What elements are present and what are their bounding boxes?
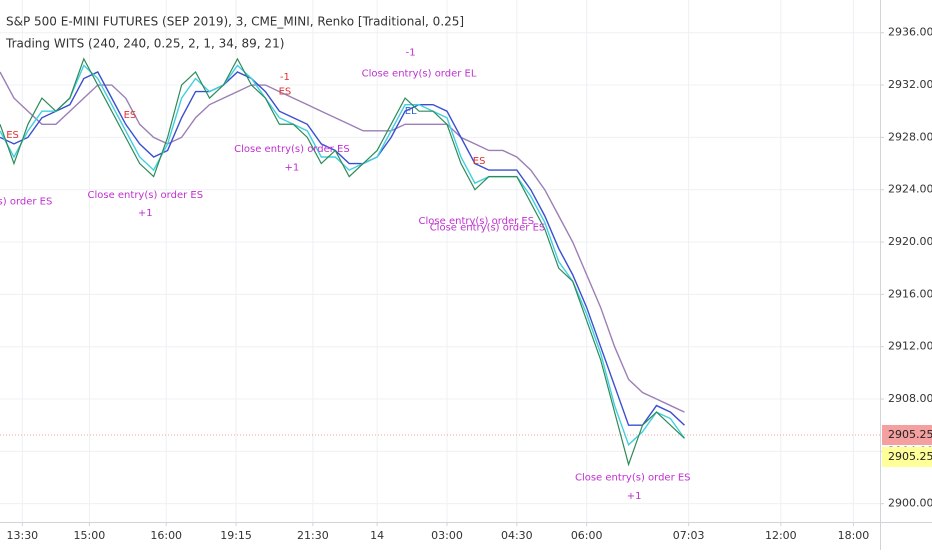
- signal-label: Close entry(s) order EL: [362, 68, 477, 79]
- y-tick-label: 2908.00: [888, 392, 932, 405]
- signal-label: ES: [473, 156, 486, 167]
- signal-label: entry(s) order ES: [0, 196, 52, 207]
- signal-label: EL: [405, 106, 417, 117]
- x-tick-label: 03:00: [431, 529, 463, 542]
- price-label-box: [882, 447, 932, 467]
- x-tick-label: 13:30: [6, 529, 38, 542]
- x-tick-label: 04:30: [501, 529, 533, 542]
- signal-label: ES: [124, 110, 137, 121]
- signal-label: ES: [279, 87, 292, 98]
- price-line: [0, 57, 685, 467]
- x-tick-label: 06:00: [571, 529, 603, 542]
- signal-label: +1: [285, 162, 300, 173]
- signal-label: +1: [627, 491, 642, 502]
- y-tick-label: 2912.00: [888, 340, 932, 353]
- y-tick-label: 2936.00: [888, 26, 932, 39]
- price-line: [0, 71, 685, 413]
- y-tick-label: 2924.00: [888, 183, 932, 196]
- price-label: 2905.25: [888, 450, 932, 463]
- chart-title: S&P 500 E-MINI FUTURES (SEP 2019), 3, CM…: [6, 15, 464, 29]
- signal-label: Close entry(s) order ES: [575, 473, 691, 484]
- y-tick-label: 2932.00: [888, 78, 932, 91]
- x-tick-label: 18:00: [838, 529, 870, 542]
- signal-label: ES: [6, 130, 19, 141]
- y-tick-label: 2916.00: [888, 287, 932, 300]
- price-label-box: [882, 425, 932, 445]
- price-line: [0, 71, 685, 426]
- x-tick-label: 19:15: [220, 529, 252, 542]
- y-tick-label: 2900.00: [888, 497, 932, 510]
- x-tick-label: 21:30: [297, 529, 329, 542]
- signal-label: -1: [280, 72, 290, 83]
- grid: [0, 0, 880, 522]
- x-tick-label: 12:00: [765, 529, 797, 542]
- x-tick-label: 07:03: [673, 529, 705, 542]
- x-tick-label: 14: [370, 529, 384, 542]
- y-tick-label: 2928.00: [888, 130, 932, 143]
- chart-subtitle: Trading WITS (240, 240, 0.25, 2, 1, 34, …: [5, 37, 284, 51]
- x-tick-label: 16:00: [150, 529, 182, 542]
- signal-label: Close entry(s) order ES: [430, 223, 546, 234]
- signal-label: +1: [138, 208, 153, 219]
- x-tick-label: 15:00: [74, 529, 106, 542]
- price-label: 2905.25: [888, 428, 932, 441]
- signal-label: Close entry(s) order ES: [234, 144, 350, 155]
- signal-label: Close entry(s) order ES: [87, 190, 203, 201]
- signal-label: -1: [406, 47, 416, 58]
- annotations: entry(s) order ES ES Close entry(s) order …: [0, 47, 691, 502]
- signal-label: Close entry(s) order ES: [419, 216, 535, 227]
- y-tick-label: 2920.00: [888, 235, 932, 248]
- plot: [0, 57, 686, 467]
